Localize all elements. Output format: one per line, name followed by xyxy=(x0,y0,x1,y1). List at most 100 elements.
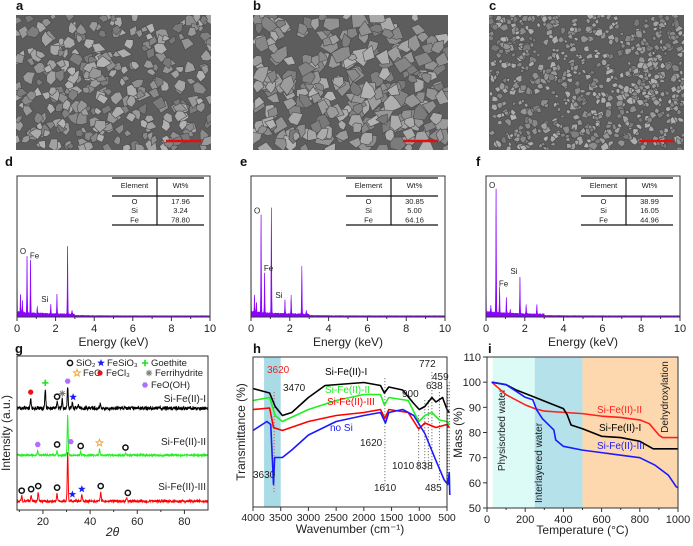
table-header-element: Element xyxy=(590,181,618,190)
sem-crystal xyxy=(352,102,363,116)
band-annotation: 1620 xyxy=(360,438,383,449)
x-tick-label: 8 xyxy=(638,323,644,335)
table-cell-element: Si xyxy=(131,206,138,215)
sem-crystal xyxy=(631,91,639,97)
sem-crystal xyxy=(121,75,131,82)
x-axis-label: Energy (keV) xyxy=(313,335,383,349)
sem-crystal xyxy=(643,18,649,24)
sem-crystal xyxy=(520,69,525,74)
sem-image-c xyxy=(489,15,684,150)
table-cell-wt: 5.00 xyxy=(407,206,422,215)
sem-crystal xyxy=(142,59,155,69)
sem-crystal xyxy=(498,18,505,24)
sem-image-a xyxy=(16,15,211,150)
series-label: Si-Fe(II)-II xyxy=(325,385,370,396)
sem-crystal xyxy=(636,113,643,119)
sem-crystal xyxy=(526,28,536,36)
sem-crystal xyxy=(345,68,361,83)
sem-crystal xyxy=(68,21,78,35)
sem-crystal xyxy=(494,86,502,93)
sem-crystal xyxy=(519,44,524,50)
sem-crystal xyxy=(97,15,109,23)
sem-crystal xyxy=(642,37,648,43)
y-tick-label: 80 xyxy=(469,428,481,440)
sem-crystal xyxy=(352,122,363,133)
x-axis-label: Energy (keV) xyxy=(78,335,148,349)
sem-crystal xyxy=(523,102,529,109)
sem-crystal xyxy=(676,84,681,91)
sem-crystal xyxy=(58,37,66,47)
sem-crystal xyxy=(322,91,337,102)
sem-crystal xyxy=(161,34,171,42)
phase-marker xyxy=(18,487,26,495)
y-axis-label: Transmittance (%) xyxy=(234,383,248,481)
sem-crystal xyxy=(496,92,504,100)
sem-crystal xyxy=(652,26,658,32)
phase-marker xyxy=(77,442,85,450)
sem-crystal xyxy=(649,89,655,94)
sem-crystal xyxy=(509,132,515,139)
sem-crystal xyxy=(566,68,572,75)
sem-crystal xyxy=(549,89,556,95)
sem-crystal xyxy=(662,142,668,150)
sem-crystal xyxy=(530,126,538,136)
sem-crystal xyxy=(500,62,509,70)
x-tick-label: 0 xyxy=(248,323,254,335)
band-annotation: 638 xyxy=(426,381,443,392)
sem-crystal xyxy=(552,65,558,72)
sem-crystal xyxy=(678,101,684,108)
sem-crystal xyxy=(199,31,211,43)
sem-crystal xyxy=(435,127,445,143)
sem-crystal xyxy=(111,106,126,119)
sem-crystal xyxy=(589,80,597,88)
sem-crystal xyxy=(160,118,171,132)
sem-crystal xyxy=(292,130,301,142)
y-tick-label: 110 xyxy=(463,352,481,364)
sem-crystal xyxy=(529,42,535,48)
region-label: Dehydroxylation xyxy=(660,361,671,433)
sem-crystal xyxy=(16,16,23,25)
sem-crystal xyxy=(576,104,583,111)
y-tick-label: 100 xyxy=(463,377,481,389)
sem-crystal xyxy=(330,46,351,64)
sem-crystal xyxy=(570,130,581,139)
series-label: no Si xyxy=(330,423,353,434)
sem-crystal xyxy=(489,44,501,53)
sem-crystal xyxy=(264,119,277,130)
sem-crystal xyxy=(489,34,494,42)
sem-crystal xyxy=(94,107,103,116)
sem-crystal xyxy=(525,85,532,96)
sem-crystal xyxy=(35,50,47,59)
x-tick-label: 10 xyxy=(204,323,216,335)
sem-crystal xyxy=(526,140,535,147)
sem-crystal xyxy=(560,81,569,88)
table-cell-wt: 78.80 xyxy=(171,215,190,224)
band-annotation: 772 xyxy=(419,359,436,370)
sem-crystal xyxy=(608,23,615,31)
sem-crystal xyxy=(102,88,113,97)
highlight-band xyxy=(264,357,281,507)
eds-spectrum xyxy=(16,175,211,318)
sem-crystal xyxy=(662,45,669,52)
sem-crystal xyxy=(597,113,604,121)
sem-crystal xyxy=(430,40,445,55)
sem-crystal xyxy=(663,62,673,72)
sem-crystal xyxy=(502,42,512,51)
sem-crystal xyxy=(605,77,612,84)
sem-crystal xyxy=(43,64,53,74)
sem-crystal xyxy=(643,71,648,78)
sem-crystal xyxy=(657,21,667,28)
sem-crystal xyxy=(509,112,518,121)
legend-item: FeSiO₃ xyxy=(97,358,138,369)
sem-crystal xyxy=(332,76,345,88)
sem-crystal xyxy=(489,90,494,97)
legend-item: FeO(OH) xyxy=(142,380,190,391)
sem-crystal xyxy=(297,22,309,36)
legend-label: Ferrihydrite xyxy=(155,368,203,379)
sem-crystal xyxy=(337,119,347,131)
sem-crystal xyxy=(678,60,683,66)
sem-crystal xyxy=(652,99,662,107)
sem-crystal xyxy=(556,106,562,112)
sem-crystal xyxy=(516,61,523,68)
